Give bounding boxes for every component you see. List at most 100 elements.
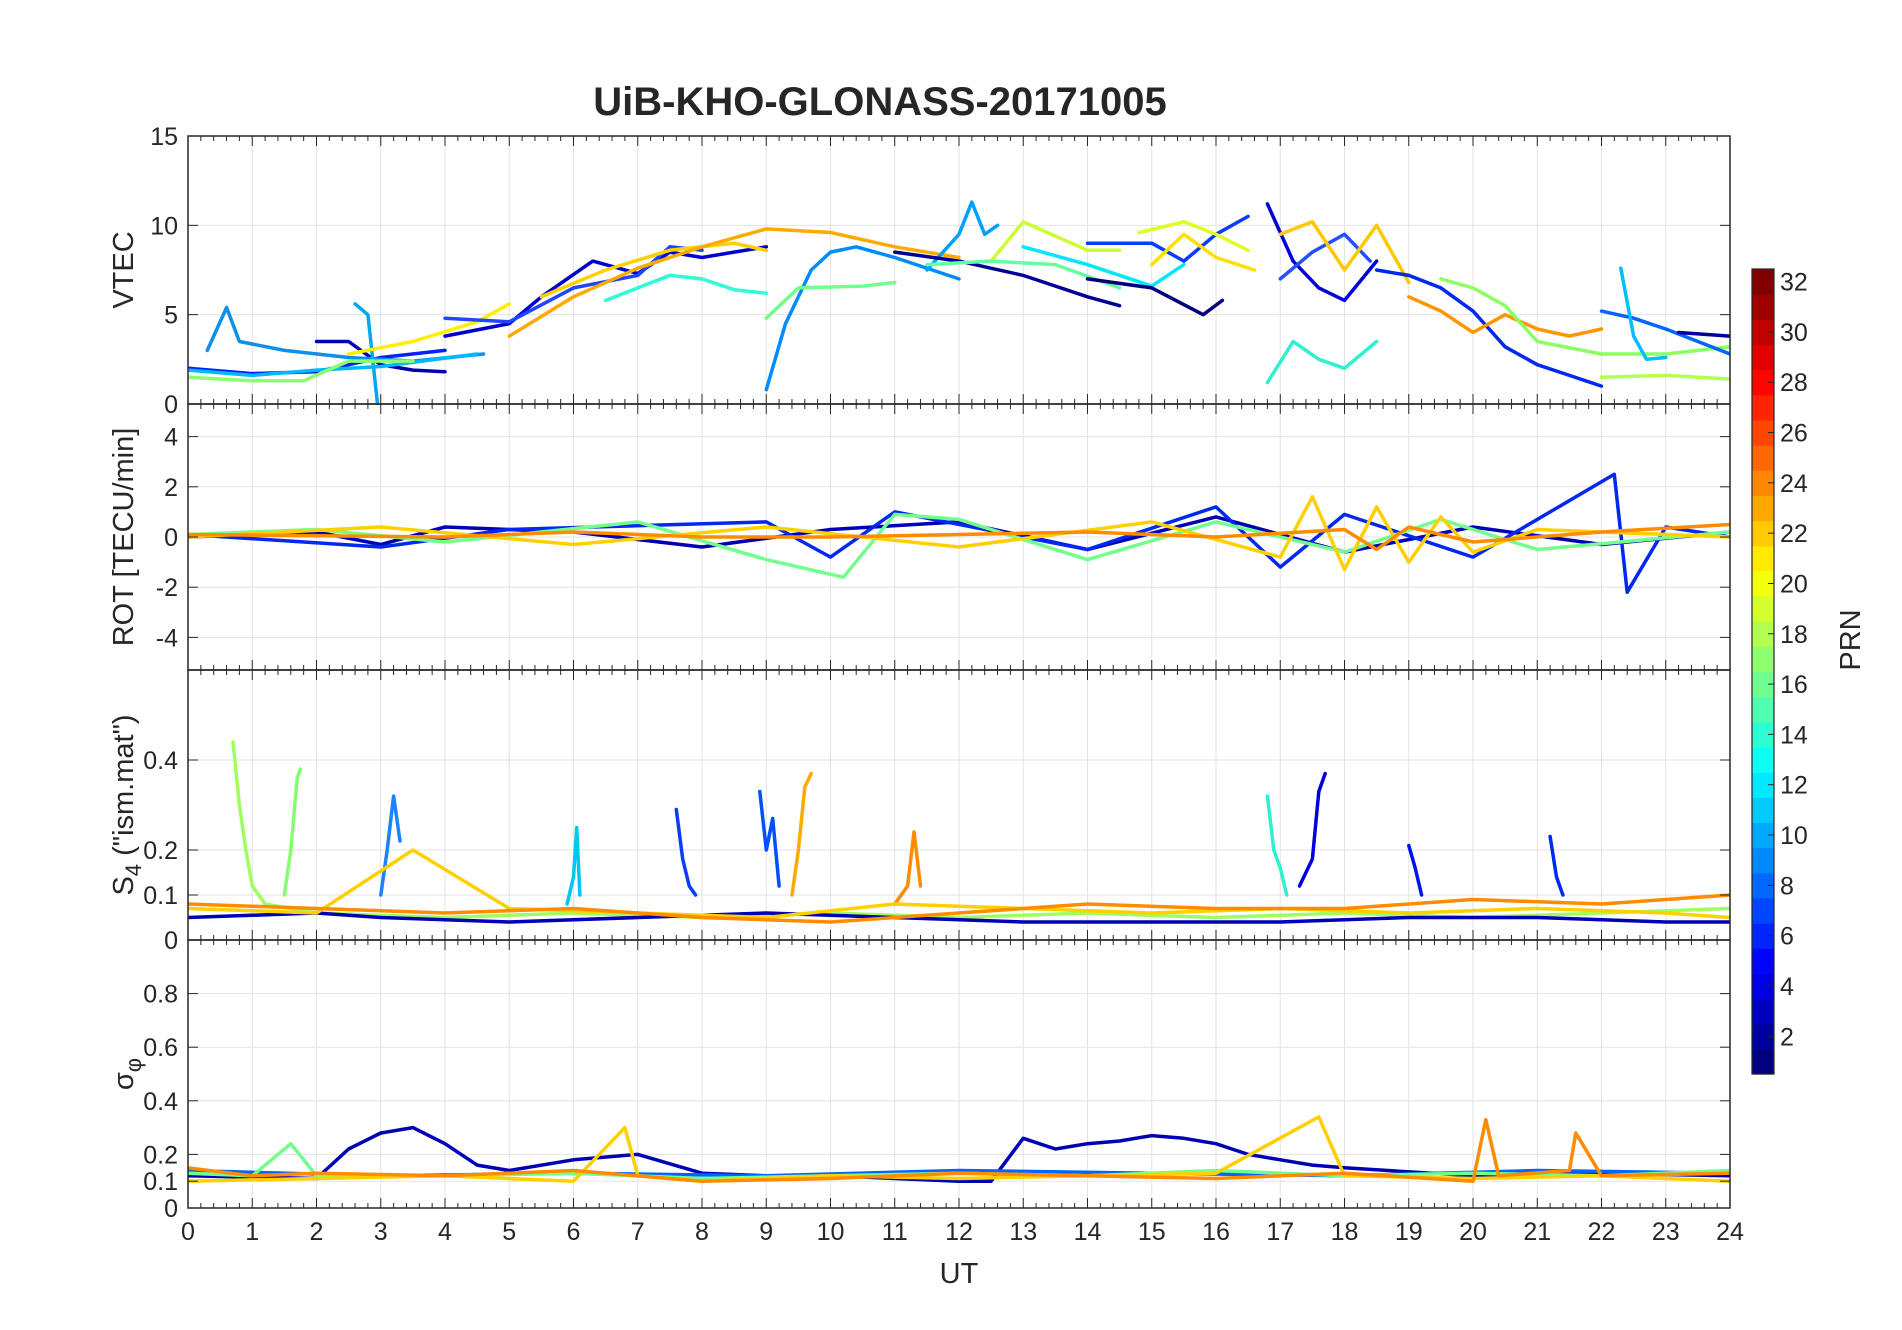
series-line-21 (1085, 277, 1225, 317)
series-line-22 (1137, 220, 1250, 253)
series-line-13 (188, 911, 1730, 924)
x-tick-label: 17 (1266, 1218, 1294, 1246)
colorbar-tick-label: 16 (1780, 671, 1808, 699)
x-tick-label: 16 (1202, 1218, 1230, 1246)
series-line-12 (1548, 834, 1565, 897)
colorbar-segment (1752, 394, 1774, 421)
y-axis-label: VTEC (108, 231, 140, 308)
series-line-4 (353, 302, 380, 404)
colorbar-segment (1752, 445, 1774, 471)
y-axis-label: σφ (108, 1058, 146, 1090)
y-tick-label: -4 (156, 624, 178, 652)
series-line-17 (989, 220, 1122, 263)
series-line-7 (346, 302, 512, 356)
colorbar-segment (1752, 545, 1774, 572)
x-tick-label: 9 (759, 1218, 773, 1246)
colorbar-segment (1752, 847, 1774, 874)
colorbar-segment (1752, 621, 1774, 647)
y-axis-label: ROT [TECU/min] (108, 428, 140, 647)
series-line-11 (507, 227, 961, 338)
colorbar-segment (1752, 872, 1774, 899)
series-line-14 (188, 848, 1730, 920)
panel-rot: -4 -2 0 2 4 ROT [TECU/min] (108, 403, 1731, 671)
y-tick-label: 10 (150, 212, 178, 240)
series-line-16 (893, 250, 1122, 308)
y-tick-label: 0.2 (143, 837, 178, 865)
y-tick-label: 0.6 (143, 1034, 178, 1062)
x-tick-label: 15 (1138, 1218, 1166, 1246)
series-line-12 (603, 273, 769, 303)
y-tick-label: 0.8 (143, 981, 178, 1009)
panel-s4: 0 0.1 0.2 0.4S4 ("ism.mat") (108, 669, 1731, 955)
colorbar-segment (1752, 1023, 1774, 1050)
y-axis-label-suffix: ("ism.mat") (108, 714, 140, 863)
colorbar-segment (1752, 1048, 1774, 1075)
series-line-34 (1619, 266, 1668, 362)
series-line-24 (1265, 202, 1379, 303)
y-tick-label: 0 (164, 524, 178, 552)
series-line-20 (1085, 214, 1250, 263)
colorbar-segment (1752, 596, 1774, 622)
colorbar-segment (1752, 973, 1774, 1000)
series-line-31 (1599, 309, 1730, 356)
series-line-1 (188, 1125, 1730, 1183)
series-group (188, 740, 1730, 924)
colorbar-tick-label: 2 (1780, 1023, 1794, 1051)
series-line-5 (188, 1117, 1730, 1183)
y-axis-label-main: σ (108, 1072, 140, 1090)
series-line-10 (539, 241, 769, 299)
colorbar-segment (1752, 570, 1774, 597)
y-tick-label: 0.4 (143, 1088, 178, 1116)
x-tick-label: 14 (1074, 1218, 1102, 1246)
colorbar-tick-label: 32 (1780, 269, 1808, 297)
series-line-3 (379, 794, 402, 897)
colorbar-segment (1752, 671, 1774, 698)
colorbar-segment (1752, 998, 1774, 1025)
colorbar-segment (1752, 822, 1774, 849)
series-line-11 (1407, 843, 1424, 897)
colorbar-tick-label: 14 (1780, 721, 1808, 749)
colorbar-tick-label: 4 (1780, 973, 1794, 1001)
series-line-33 (1599, 373, 1730, 381)
series-line-1 (314, 339, 447, 374)
y-tick-label: 0.1 (143, 882, 178, 910)
series-line-23 (1150, 232, 1257, 272)
x-tick-label: 20 (1459, 1218, 1487, 1246)
colorbar-segment (1752, 772, 1774, 798)
series-line-32 (1676, 330, 1730, 338)
series-line-30 (1439, 277, 1730, 356)
y-axis-label: S4 ("ism.mat") (108, 714, 146, 895)
y-tick-label: 0 (164, 927, 178, 955)
x-tick-label: 5 (502, 1218, 516, 1246)
colorbar-segment (1752, 269, 1774, 295)
series-group (188, 1115, 1730, 1183)
x-tick-label: 13 (1009, 1218, 1037, 1246)
x-tick-label: 23 (1652, 1218, 1680, 1246)
colorbar-tick-label: 20 (1780, 570, 1808, 598)
colorbar-segment (1752, 948, 1774, 974)
x-tick-label: 0 (181, 1218, 195, 1246)
y-tick-label: 2 (164, 474, 178, 502)
colorbar-segment (1752, 495, 1774, 522)
colorbar-label: PRN (1835, 609, 1867, 670)
colorbar-tick-label: 18 (1780, 621, 1808, 649)
series-line-15 (188, 893, 1730, 924)
x-tick-label: 19 (1395, 1218, 1423, 1246)
y-axis-label-main: S (108, 876, 140, 895)
x-tick-label: 12 (945, 1218, 973, 1246)
colorbar-segment (1752, 470, 1774, 497)
series-line-9 (1265, 794, 1289, 897)
y-tick-label: 0.4 (143, 747, 178, 775)
panel-vtec: 0 5 10 15 VTEC (108, 123, 1731, 419)
series-line-8 (893, 830, 923, 906)
series-line-3 (188, 512, 1730, 579)
colorbar-tick-label: 6 (1780, 923, 1794, 951)
colorbar-tick-label: 28 (1780, 369, 1808, 397)
colorbar-segment (1752, 369, 1774, 396)
colorbar-tick-label: 12 (1780, 772, 1808, 800)
x-tick-label: 2 (310, 1218, 324, 1246)
series-line-5 (674, 807, 698, 897)
